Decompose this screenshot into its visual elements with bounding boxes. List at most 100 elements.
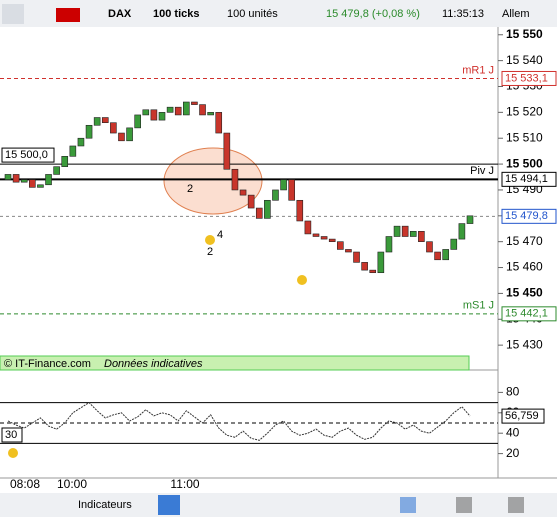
candle bbox=[385, 236, 393, 253]
y-tick-label: 40 bbox=[506, 425, 520, 439]
candle bbox=[231, 168, 239, 191]
candle bbox=[199, 104, 206, 116]
candle bbox=[272, 189, 279, 201]
level-tag bbox=[501, 306, 557, 322]
candle bbox=[418, 231, 425, 242]
candle bbox=[312, 233, 320, 237]
candle bbox=[215, 112, 223, 134]
y-tick-label: 20 bbox=[506, 446, 520, 460]
candle bbox=[442, 249, 449, 261]
candle bbox=[126, 127, 133, 142]
candle bbox=[142, 109, 150, 116]
time-label: 08:08 bbox=[10, 477, 40, 491]
top-toolbar bbox=[0, 0, 557, 27]
candle bbox=[466, 215, 474, 224]
y-tick-label: 15 450 bbox=[506, 286, 543, 300]
level-value: 15 442,1 bbox=[505, 308, 548, 320]
signal: 2 bbox=[187, 183, 193, 195]
units[interactable]: 100 unités bbox=[227, 8, 278, 20]
indicator-line bbox=[7, 401, 471, 441]
candle bbox=[53, 166, 60, 175]
candle bbox=[4, 174, 12, 180]
candle bbox=[174, 106, 182, 116]
symbol[interactable]: DAX bbox=[108, 8, 132, 20]
candle bbox=[345, 249, 352, 253]
y-tick-label: 15 430 bbox=[506, 337, 543, 351]
zoom-button[interactable] bbox=[456, 497, 472, 513]
candle bbox=[264, 199, 271, 219]
candle bbox=[29, 179, 36, 188]
candle bbox=[369, 269, 377, 274]
candle bbox=[118, 132, 125, 142]
last-tag bbox=[501, 208, 557, 224]
y-tick-label: 15 470 bbox=[506, 234, 543, 248]
highlight-ellipse bbox=[163, 147, 263, 215]
candle bbox=[45, 174, 52, 186]
y-tick-label: 15 520 bbox=[506, 105, 543, 119]
level-name: Piv J bbox=[470, 165, 494, 177]
candle bbox=[409, 231, 417, 237]
y-tick-label: 80 bbox=[506, 385, 520, 399]
candle bbox=[166, 106, 174, 113]
candle bbox=[458, 223, 466, 240]
candle bbox=[110, 122, 117, 134]
candle bbox=[77, 137, 85, 147]
level-name: mR1 J bbox=[462, 64, 494, 76]
candle bbox=[223, 132, 231, 170]
zoom-button[interactable] bbox=[508, 497, 524, 513]
y-tick-label: 15 510 bbox=[506, 130, 543, 144]
quote: 15 479,8 (+0,08 %) bbox=[326, 8, 420, 20]
clock: 11:35:13 bbox=[442, 8, 484, 20]
candle bbox=[296, 199, 304, 222]
source-banner bbox=[0, 355, 470, 371]
note: Données indicatives bbox=[104, 358, 203, 370]
candle bbox=[304, 220, 312, 235]
bell-icon bbox=[8, 448, 18, 458]
candle bbox=[207, 112, 214, 116]
candle bbox=[377, 251, 385, 274]
candle bbox=[191, 101, 198, 105]
candle bbox=[101, 117, 109, 123]
candle bbox=[37, 184, 44, 188]
candle bbox=[401, 225, 409, 237]
y-tick-label: 15 460 bbox=[506, 260, 543, 274]
candle bbox=[393, 225, 401, 237]
period[interactable]: 100 ticks bbox=[153, 8, 199, 20]
candle bbox=[434, 251, 441, 261]
button[interactable] bbox=[2, 4, 24, 24]
bell-icon bbox=[297, 275, 307, 285]
candle bbox=[280, 179, 287, 191]
level-label: 15 500,0 bbox=[5, 149, 48, 161]
level-tag bbox=[1, 147, 55, 163]
level-name: mS1 J bbox=[463, 300, 494, 312]
candle bbox=[320, 236, 328, 240]
demo-badge bbox=[56, 8, 80, 22]
share-button[interactable] bbox=[158, 495, 180, 515]
indicators-button[interactable]: Indicateurs bbox=[78, 499, 132, 511]
level-value: 15 494,1 bbox=[505, 173, 548, 185]
indicator-tag bbox=[1, 427, 23, 443]
candle bbox=[158, 112, 166, 121]
level-tag bbox=[501, 171, 557, 187]
bell-icon bbox=[205, 235, 215, 245]
candle bbox=[69, 145, 77, 157]
candle bbox=[247, 194, 255, 209]
last-tag bbox=[501, 408, 545, 424]
candle bbox=[361, 262, 368, 271]
candle bbox=[93, 117, 101, 126]
last-value: 15 479,8 bbox=[505, 210, 548, 222]
candle bbox=[85, 124, 93, 139]
candle bbox=[134, 114, 141, 129]
signal: 4 bbox=[217, 229, 223, 241]
time-label: 11:00 bbox=[170, 477, 199, 491]
last-value: 56,759 bbox=[505, 410, 539, 422]
market: Allem bbox=[502, 8, 530, 20]
undo-button[interactable] bbox=[400, 497, 416, 513]
candle bbox=[288, 179, 295, 201]
candle bbox=[61, 156, 69, 167]
candle bbox=[328, 238, 336, 242]
level-tag bbox=[501, 70, 557, 86]
source: © IT-Finance.com bbox=[4, 358, 91, 370]
time-label: 10:00 bbox=[57, 477, 87, 491]
